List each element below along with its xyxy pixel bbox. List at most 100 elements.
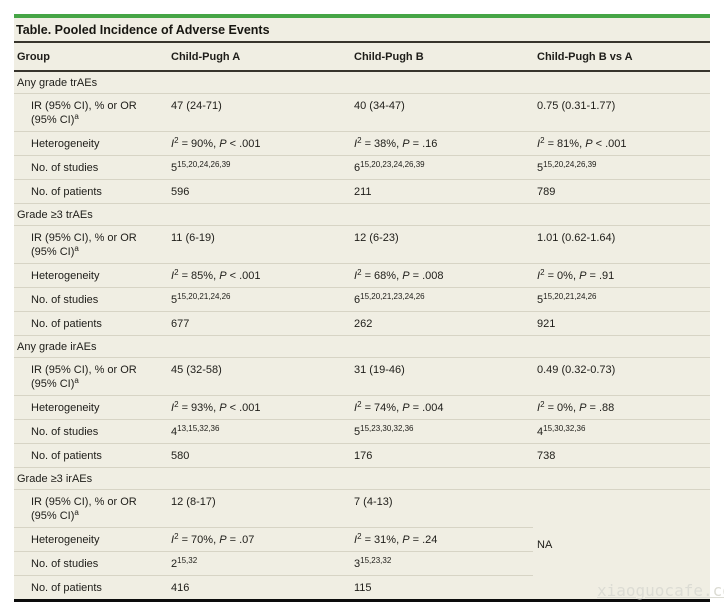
studies-count: 5 xyxy=(171,294,178,306)
studies-count: 5 xyxy=(537,162,544,174)
adverse-events-table: Group Child-Pugh A Child-Pugh B Child-Pu… xyxy=(14,43,710,602)
p-value: < .001 xyxy=(226,402,261,414)
p-value: = .07 xyxy=(226,534,255,546)
i2-symbol: I xyxy=(171,138,175,150)
patients-row: No. of patients 416 115 xyxy=(14,575,710,601)
i2-symbol: I xyxy=(537,402,541,414)
ir-value-cell: 0.49 (0.32-0.73) xyxy=(533,357,710,396)
section-title: Grade ≥3 trAEs xyxy=(14,203,710,226)
row-label-ir: IR (95% CI), % or OR (95% CI)a xyxy=(14,93,167,132)
ir-row: IR (95% CI), % or OR (95% CI)a 11 (6-19)… xyxy=(14,225,710,264)
row-label-studies: No. of studies xyxy=(14,155,167,180)
row-label-patients: No. of patients xyxy=(14,179,167,204)
heterogeneity-cell: I2 = 38%, P = .16 xyxy=(350,131,533,156)
i2-value: = 93%, xyxy=(178,402,220,414)
column-header-row: Group Child-Pugh A Child-Pugh B Child-Pu… xyxy=(14,43,710,72)
reference-numbers: 15,20,23,24,26,39 xyxy=(360,160,425,169)
studies-cell: 413,15,32,36 xyxy=(167,419,350,444)
heterogeneity-cell: I2 = 81%, P < .001 xyxy=(533,131,710,156)
reference-numbers: 15,23,32 xyxy=(360,556,392,565)
row-label-studies: No. of studies xyxy=(14,287,167,312)
ir-value-cell: 7 (4-13) xyxy=(350,489,533,528)
column-header-group: Group xyxy=(14,43,167,72)
studies-cell: 215,32 xyxy=(167,551,350,576)
i2-superscript: 2 xyxy=(540,268,545,277)
i2-symbol: I xyxy=(537,270,541,282)
footnote-a-marker: a xyxy=(74,376,79,385)
row-label-heterogeneity: Heterogeneity xyxy=(14,263,167,288)
section-header-row: Any grade trAEs xyxy=(14,70,710,94)
patients-cell: 580 xyxy=(167,443,350,468)
ir-label-text: IR (95% CI), % or OR (95% CI) xyxy=(31,100,137,126)
ir-row: IR (95% CI), % or OR (95% CI)a 45 (32-58… xyxy=(14,357,710,396)
studies-row: No. of studies 413,15,32,36 515,23,30,32… xyxy=(14,419,710,444)
ir-value-cell: 1.01 (0.62-1.64) xyxy=(533,225,710,264)
i2-superscript: 2 xyxy=(540,400,545,409)
ir-label-text: IR (95% CI), % or OR (95% CI) xyxy=(31,496,137,522)
p-symbol: P xyxy=(585,138,593,150)
row-label-heterogeneity: Heterogeneity xyxy=(14,527,167,552)
ir-value-cell: 40 (34-47) xyxy=(350,93,533,132)
i2-superscript: 2 xyxy=(357,136,362,145)
column-header-child-pugh-b: Child-Pugh B xyxy=(350,43,533,72)
p-value: = .91 xyxy=(586,270,615,282)
studies-cell: 615,20,23,24,26,39 xyxy=(350,155,533,180)
journal-table: Table. Pooled Incidence of Adverse Event… xyxy=(14,14,710,602)
studies-count: 5 xyxy=(171,162,178,174)
section-title: Any grade irAEs xyxy=(14,335,710,358)
row-label-studies: No. of studies xyxy=(14,551,167,576)
p-value: < .001 xyxy=(226,138,261,150)
studies-cell: 515,20,24,26,39 xyxy=(533,155,710,180)
reference-numbers: 15,20,21,23,24,26 xyxy=(360,292,425,301)
heterogeneity-cell: I2 = 70%, P = .07 xyxy=(167,527,350,552)
i2-superscript: 2 xyxy=(174,268,179,277)
row-label-studies: No. of studies xyxy=(14,419,167,444)
heterogeneity-cell: I2 = 68%, P = .008 xyxy=(350,263,533,288)
row-label-ir: IR (95% CI), % or OR (95% CI)a xyxy=(14,357,167,396)
i2-symbol: I xyxy=(537,138,541,150)
studies-cell: 515,23,30,32,36 xyxy=(350,419,533,444)
studies-row: No. of studies 515,20,24,26,39 615,20,23… xyxy=(14,155,710,180)
studies-cell: 315,23,32 xyxy=(350,551,533,576)
ir-value-cell: 45 (32-58) xyxy=(167,357,350,396)
studies-count: 2 xyxy=(171,558,178,570)
p-value: = .004 xyxy=(409,402,444,414)
studies-count: 4 xyxy=(537,426,544,438)
p-value: < .001 xyxy=(592,138,627,150)
reference-numbers: 15,20,24,26,39 xyxy=(543,160,597,169)
reference-numbers: 13,15,32,36 xyxy=(177,424,220,433)
heterogeneity-cell: I2 = 0%, P = .91 xyxy=(533,263,710,288)
i2-value: = 70%, xyxy=(178,534,220,546)
ir-value-cell: 12 (6-23) xyxy=(350,225,533,264)
row-label-heterogeneity: Heterogeneity xyxy=(14,131,167,156)
i2-value: = 74%, xyxy=(361,402,403,414)
ir-value-cell: 47 (24-71) xyxy=(167,93,350,132)
p-symbol: P xyxy=(579,402,587,414)
studies-count: 6 xyxy=(354,294,361,306)
reference-numbers: 15,23,30,32,36 xyxy=(360,424,414,433)
heterogeneity-row: Heterogeneity I2 = 93%, P < .001 I2 = 74… xyxy=(14,395,710,420)
heterogeneity-cell: I2 = 93%, P < .001 xyxy=(167,395,350,420)
heterogeneity-row: Heterogeneity I2 = 90%, P < .001 I2 = 38… xyxy=(14,131,710,156)
heterogeneity-cell: I2 = 74%, P = .004 xyxy=(350,395,533,420)
studies-count: 5 xyxy=(354,426,361,438)
i2-value: = 68%, xyxy=(361,270,403,282)
row-label-patients: No. of patients xyxy=(14,575,167,601)
reference-numbers: 15,30,32,36 xyxy=(543,424,586,433)
footnote-a-marker: a xyxy=(74,244,79,253)
patients-row: No. of patients 677 262 921 xyxy=(14,311,710,336)
row-label-ir: IR (95% CI), % or OR (95% CI)a xyxy=(14,225,167,264)
reference-numbers: 15,20,21,24,26 xyxy=(177,292,231,301)
i2-symbol: I xyxy=(171,534,175,546)
heterogeneity-cell: I2 = 0%, P = .88 xyxy=(533,395,710,420)
p-symbol: P xyxy=(402,270,410,282)
p-symbol: P xyxy=(402,138,410,150)
p-value: < .001 xyxy=(226,270,261,282)
i2-value: = 81%, xyxy=(544,138,586,150)
i2-superscript: 2 xyxy=(174,136,179,145)
i2-superscript: 2 xyxy=(540,136,545,145)
ir-label-text: IR (95% CI), % or OR (95% CI) xyxy=(31,232,137,258)
i2-superscript: 2 xyxy=(357,400,362,409)
patients-cell: 211 xyxy=(350,179,533,204)
studies-cell: 615,20,21,23,24,26 xyxy=(350,287,533,312)
